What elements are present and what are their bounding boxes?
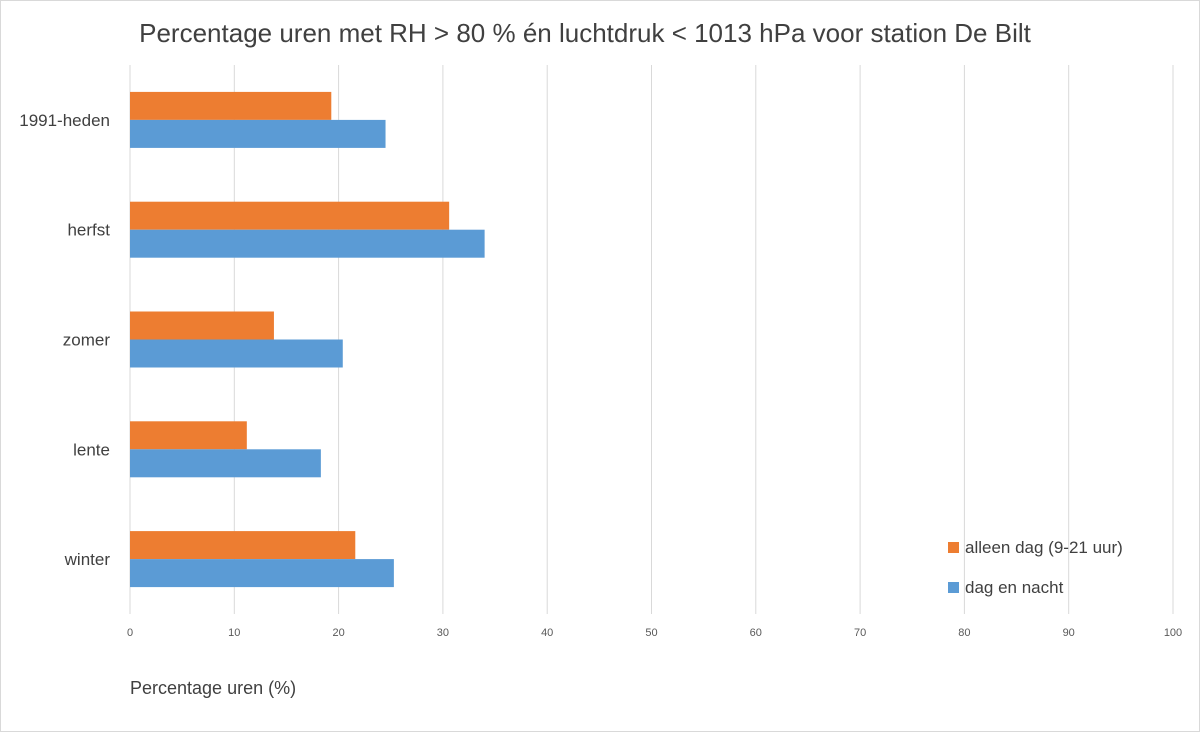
bars <box>130 91 485 588</box>
x-tick-label: 70 <box>854 627 866 639</box>
x-tick-label: 100 <box>1164 627 1182 639</box>
bar-dag-en-nacht <box>130 559 394 588</box>
legend-swatch <box>948 582 959 593</box>
legend-label: dag en nacht <box>965 578 1064 597</box>
x-tick-label: 80 <box>958 627 970 639</box>
gridlines <box>129 65 1174 614</box>
bar-alleen-dag <box>130 201 450 230</box>
x-tick-label: 0 <box>127 627 133 639</box>
bar-alleen-dag <box>130 311 274 340</box>
category-label: lente <box>73 440 110 459</box>
legend: alleen dag (9-21 uur) dag en nacht <box>948 538 1123 597</box>
x-tick-labels: 0 10 20 30 40 50 60 70 80 90 100 <box>127 627 1182 639</box>
bar-dag-en-nacht <box>130 119 386 148</box>
bar-dag-en-nacht <box>130 229 485 258</box>
bar-alleen-dag <box>130 91 332 120</box>
x-axis-label: Percentage uren (%) <box>130 678 296 698</box>
category-labels: 1991-heden herfst zomer lente winter <box>19 111 110 569</box>
category-label: zomer <box>63 331 111 350</box>
x-tick-label: 40 <box>541 627 553 639</box>
bar-alleen-dag <box>130 531 356 560</box>
x-tick-label: 60 <box>750 627 762 639</box>
bar-alleen-dag <box>130 421 247 450</box>
x-tick-label: 20 <box>332 627 344 639</box>
chart-title: Percentage uren met RH > 80 % én luchtdr… <box>139 18 1032 48</box>
category-label: 1991-heden <box>19 111 110 130</box>
bar-dag-en-nacht <box>130 339 343 368</box>
x-tick-label: 10 <box>228 627 240 639</box>
x-tick-label: 90 <box>1063 627 1075 639</box>
category-label: herfst <box>67 221 110 240</box>
x-tick-label: 50 <box>645 627 657 639</box>
legend-swatch <box>948 542 959 553</box>
x-tick-label: 30 <box>437 627 449 639</box>
legend-label: alleen dag (9-21 uur) <box>965 538 1123 557</box>
bar-dag-en-nacht <box>130 449 321 478</box>
category-label: winter <box>64 550 111 569</box>
